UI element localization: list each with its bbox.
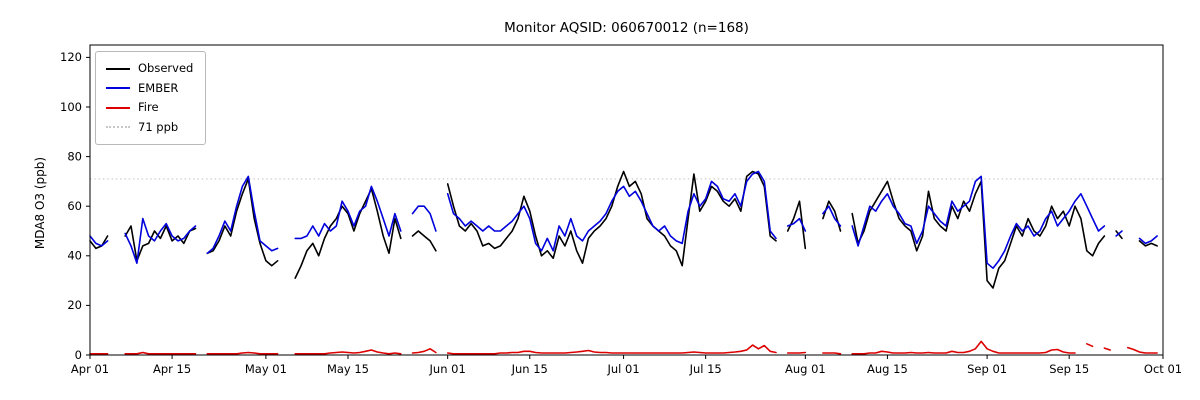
series-fire	[1103, 347, 1111, 351]
series-fire	[822, 352, 842, 355]
series-ember	[786, 217, 807, 232]
y-tick-label: 40	[67, 249, 82, 263]
series-fire	[851, 340, 1076, 355]
series-fire	[786, 351, 807, 354]
y-tick-label: 0	[75, 348, 82, 362]
chart-title: Monitor AQSID: 060670012 (n=168)	[504, 20, 749, 36]
series-observed	[89, 235, 109, 250]
series-fire	[1086, 342, 1094, 348]
x-tick-label: Oct 01	[1144, 362, 1182, 376]
legend-line-threshold-icon	[106, 126, 130, 129]
series-ember	[411, 205, 437, 232]
series-fire	[294, 349, 402, 355]
plot-border	[89, 44, 1164, 356]
series-ember	[822, 205, 842, 227]
series-observed	[206, 178, 279, 267]
legend-item-ember: EMBER	[106, 79, 193, 99]
y-tick-label: 20	[67, 298, 82, 312]
series-ember	[1138, 235, 1158, 245]
series-fire	[206, 351, 279, 355]
x-tick-label: May 01	[245, 362, 287, 376]
series-ember	[89, 235, 109, 247]
x-tick-label: Apr 15	[153, 362, 191, 376]
x-tick-label: May 15	[327, 362, 369, 376]
x-tick-label: Sep 15	[1049, 362, 1089, 376]
y-tick-label: 60	[67, 199, 82, 213]
series-ember	[1115, 230, 1123, 237]
legend-label-threshold: 71 ppb	[138, 119, 179, 134]
legend-item-observed: Observed	[106, 59, 193, 79]
series-ember	[446, 170, 777, 252]
x-tick-label: Apr 01	[71, 362, 109, 376]
x-tick-label: Aug 15	[867, 362, 908, 376]
series-observed	[851, 180, 1106, 289]
y-tick-label: 80	[67, 149, 82, 163]
legend-item-fire: Fire	[106, 98, 193, 118]
legend-line-ember-icon	[106, 87, 130, 90]
series-fire	[1127, 346, 1158, 354]
legend-label-ember: EMBER	[138, 80, 179, 95]
series-observed	[411, 230, 437, 252]
series-observed	[1138, 240, 1158, 247]
legend: Observed EMBER Fire 71 ppb	[95, 51, 207, 145]
legend-line-observed-icon	[106, 67, 130, 70]
x-tick-label: Jul 15	[689, 362, 722, 376]
series-observed	[294, 188, 402, 279]
legend-label-fire: Fire	[138, 100, 159, 114]
legend-line-fire-icon	[106, 106, 130, 109]
legend-item-threshold: 71 ppb	[106, 118, 193, 138]
x-tick-label: Sep 01	[967, 362, 1007, 376]
x-tick-label: Aug 01	[785, 362, 826, 376]
legend-label-observed: Observed	[138, 61, 194, 75]
series-ember	[851, 175, 1106, 270]
series-observed	[446, 170, 777, 267]
series-observed	[822, 200, 842, 232]
series-ember	[294, 185, 402, 240]
y-tick-label: 120	[60, 50, 82, 64]
series-observed	[1115, 230, 1123, 240]
series-fire	[124, 351, 197, 355]
x-tick-label: Jun 15	[511, 362, 548, 376]
series-ember	[124, 217, 197, 265]
y-tick-label: 100	[60, 100, 82, 114]
series-ember	[206, 175, 279, 255]
series-fire	[411, 347, 437, 354]
x-tick-label: Jun 01	[429, 362, 466, 376]
x-tick-label: Jul 01	[606, 362, 639, 376]
series-fire	[446, 344, 777, 355]
